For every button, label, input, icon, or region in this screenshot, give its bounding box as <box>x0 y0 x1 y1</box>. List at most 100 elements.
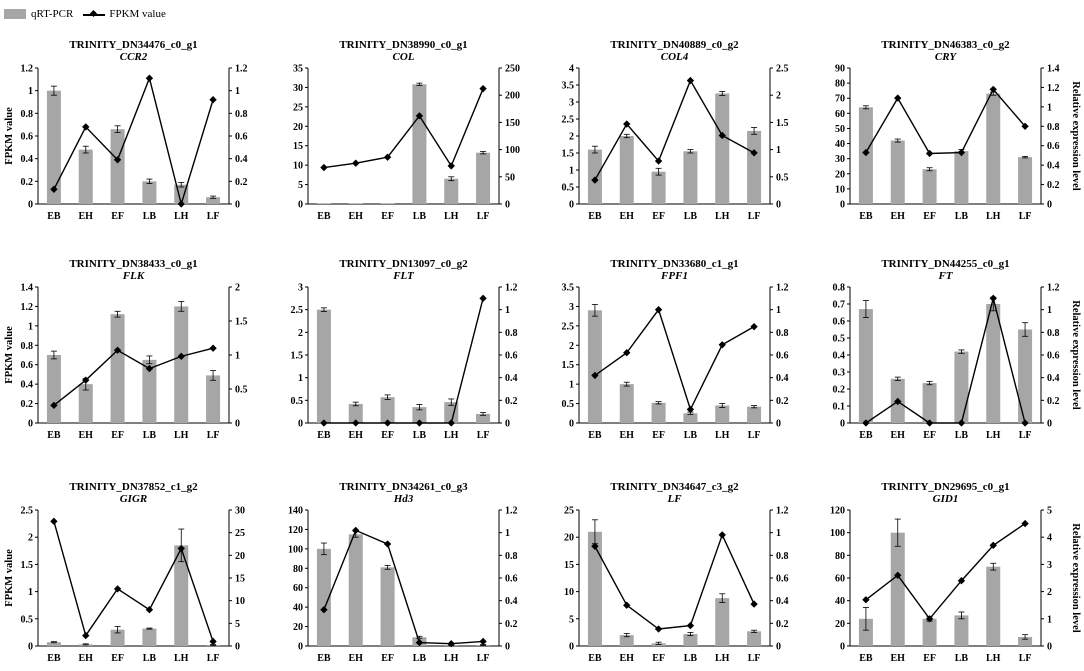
left-tick-label: 0.4 <box>21 154 34 165</box>
panel-title: TRINITY_DN37852_c1_g2 <box>69 481 198 493</box>
right-tick-label: 1 <box>505 305 510 316</box>
bar <box>715 93 730 204</box>
fpkm-point <box>209 637 217 646</box>
fpkm-point <box>686 76 695 85</box>
fpkm-point <box>177 200 185 208</box>
left-tick-label: 20 <box>835 169 845 180</box>
bar <box>954 615 969 646</box>
bar <box>476 152 491 204</box>
category-label: LB <box>955 653 969 664</box>
fpkm-point <box>209 96 217 104</box>
panel-title: TRINITY_DN13097_c0_g2 <box>339 258 468 270</box>
fpkm-point <box>623 349 631 357</box>
panel-gene-label: LF <box>666 493 682 505</box>
right-tick-label: 2 <box>776 91 781 102</box>
fpkm-point <box>145 364 154 373</box>
left-tick-label: 0.4 <box>21 380 34 391</box>
bar <box>46 355 61 423</box>
category-label: EB <box>859 211 873 222</box>
fpkm-point <box>957 419 966 427</box>
right-tick-label: 0 <box>235 419 240 430</box>
fpkm-point <box>82 376 90 384</box>
panel-gene-label: CCR2 <box>120 51 148 63</box>
left-tick-label: 60 <box>293 583 303 594</box>
right-tick-label: 1.2 <box>776 283 789 294</box>
bar <box>476 413 491 423</box>
category-label: LH <box>986 653 1001 664</box>
right-tick-label: 0.2 <box>776 619 789 630</box>
right-tick-label: 3 <box>1047 560 1052 571</box>
fpkm-point <box>894 94 902 102</box>
fpkm-point <box>447 419 455 427</box>
right-tick-label: 0 <box>1047 200 1052 211</box>
fpkm-point <box>654 305 663 314</box>
bar <box>348 534 363 646</box>
fpkm-point <box>686 621 695 630</box>
fpkm-point <box>447 162 455 170</box>
left-tick-label: 0.4 <box>833 351 846 362</box>
category-label: EF <box>111 430 124 441</box>
category-label: LF <box>748 211 761 222</box>
category-label: LF <box>207 211 220 222</box>
left-tick-label: 2.5 <box>562 321 575 332</box>
right-tick-label: 200 <box>505 91 520 102</box>
right-tick-label: 5 <box>1047 506 1052 517</box>
left-tick-label: 0 <box>28 200 33 211</box>
category-label: EF <box>652 211 665 222</box>
left-tick-label: 0.5 <box>562 183 575 194</box>
bar <box>715 598 730 646</box>
bar <box>1018 636 1033 646</box>
right-axis-title: Relative expression level <box>1070 523 1081 633</box>
right-tick-label: 0.4 <box>1047 161 1060 172</box>
category-label: LB <box>143 653 157 664</box>
category-label: LF <box>477 211 490 222</box>
left-tick-label: 80 <box>293 564 303 575</box>
left-tick-label: 35 <box>293 64 303 75</box>
right-tick-label: 2.5 <box>776 64 789 75</box>
category-label: EH <box>620 653 635 664</box>
fpkm-point <box>718 341 726 349</box>
left-tick-label: 25 <box>564 506 574 517</box>
left-tick-label: 40 <box>293 603 303 614</box>
category-label: LH <box>986 211 1001 222</box>
category-label: LF <box>1019 653 1032 664</box>
right-tick-label: 1 <box>776 305 781 316</box>
category-label: LB <box>684 653 698 664</box>
left-tick-label: 0 <box>298 642 303 653</box>
bar <box>412 407 427 423</box>
left-tick-label: 0 <box>569 642 574 653</box>
category-label: EF <box>652 653 665 664</box>
right-tick-label: 1.2 <box>505 506 518 517</box>
category-label: LH <box>174 653 189 664</box>
left-tick-label: 0.6 <box>21 132 34 143</box>
fpkm-line <box>323 529 484 645</box>
right-tick-label: 10 <box>235 596 245 607</box>
right-tick-label: 150 <box>505 118 520 129</box>
fpkm-point <box>862 148 870 157</box>
legend-line-label: FPKM value <box>109 8 166 20</box>
fpkm-point <box>479 637 487 646</box>
right-tick-label: 2 <box>235 283 240 294</box>
fpkm-line <box>865 298 1026 424</box>
right-tick-label: 1 <box>776 145 781 156</box>
legend-bar-label: qRT-PCR <box>31 8 74 20</box>
panel-gene-label: COL <box>393 51 415 63</box>
right-tick-label: 0.8 <box>505 551 518 562</box>
left-tick-label: 5 <box>569 614 574 625</box>
right-tick-label: 1 <box>235 86 240 97</box>
left-tick-label: 25 <box>293 102 303 113</box>
right-tick-label: 0.8 <box>1047 122 1060 133</box>
category-label: EB <box>859 653 873 664</box>
bar <box>954 351 969 423</box>
bar <box>858 618 873 646</box>
right-axis-title: Relative expression level <box>1070 81 1081 191</box>
left-tick-label: 120 <box>830 506 845 517</box>
category-label: LF <box>1019 211 1032 222</box>
category-label: EF <box>111 653 124 664</box>
bar <box>683 151 698 204</box>
category-label: EF <box>923 430 936 441</box>
bar <box>986 93 1001 204</box>
